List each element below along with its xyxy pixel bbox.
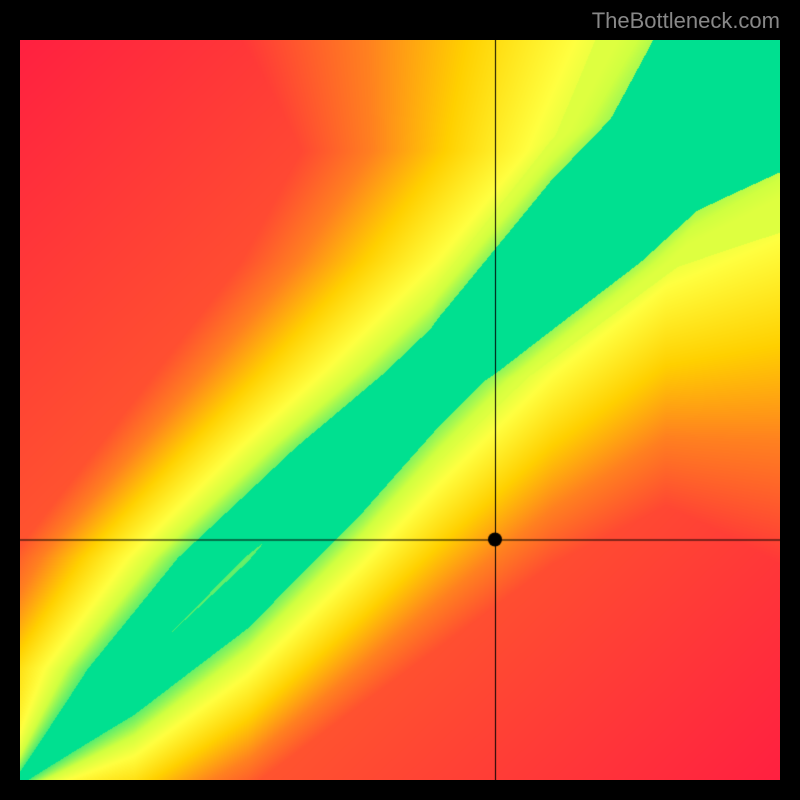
heatmap-canvas — [20, 40, 780, 780]
heatmap-plot — [20, 40, 780, 780]
watermark-text: TheBottleneck.com — [592, 8, 780, 34]
